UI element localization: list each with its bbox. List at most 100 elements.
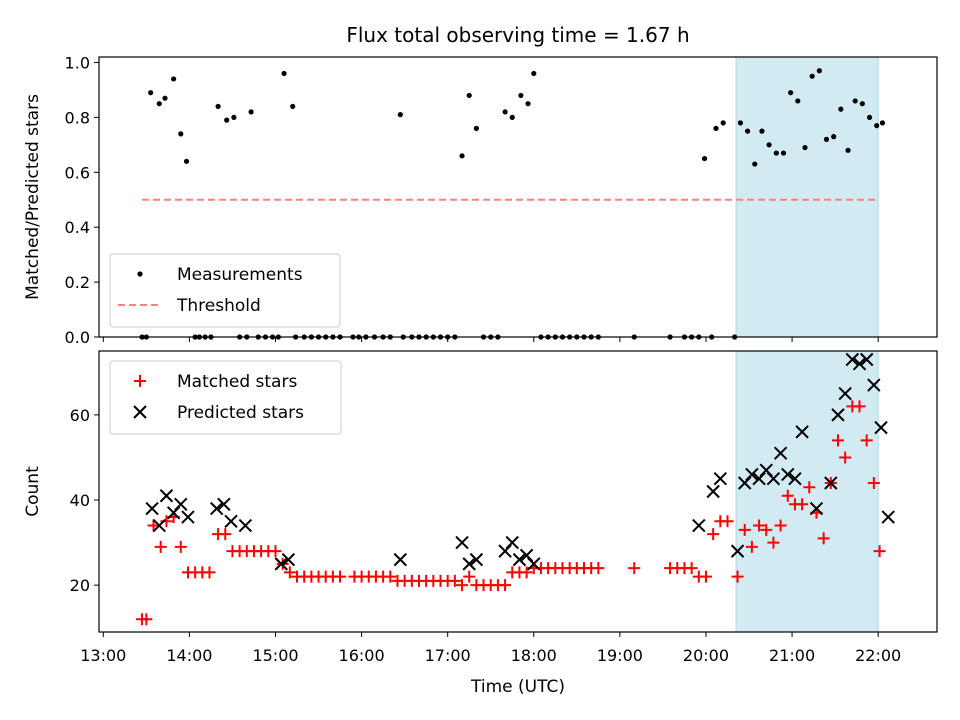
data-point xyxy=(838,106,844,112)
data-point xyxy=(753,519,766,532)
data-point xyxy=(152,518,166,533)
data-point xyxy=(817,532,830,545)
data-point xyxy=(692,518,706,533)
data-point xyxy=(859,352,874,367)
data-point xyxy=(217,497,231,511)
data-point xyxy=(706,484,720,499)
data-point xyxy=(816,68,822,74)
data-point xyxy=(274,557,288,571)
data-point xyxy=(509,114,515,120)
data-point xyxy=(824,476,838,490)
data-point xyxy=(720,120,726,126)
x-tick-label: 21:00 xyxy=(769,646,815,665)
data-point xyxy=(215,103,221,110)
data-point xyxy=(803,481,816,494)
data-point xyxy=(866,114,873,120)
axes-frame xyxy=(98,56,938,338)
data-point xyxy=(469,552,484,567)
data-point xyxy=(767,536,780,549)
x-tick-label: 17:00 xyxy=(425,646,471,665)
data-point xyxy=(752,161,758,167)
series-predicted-stars xyxy=(145,352,895,571)
data-point xyxy=(845,147,851,153)
y-axis-label: Count xyxy=(23,466,43,517)
data-point xyxy=(455,535,469,550)
legend-label: Threshold xyxy=(176,296,261,316)
data-point xyxy=(823,136,830,142)
data-point xyxy=(831,434,844,447)
legend: Matched stars Predicted stars xyxy=(109,360,342,435)
data-point xyxy=(147,519,160,532)
data-point xyxy=(466,92,472,99)
data-point xyxy=(219,528,232,541)
data-point xyxy=(518,92,524,99)
data-point xyxy=(283,566,296,579)
legend-box xyxy=(109,360,342,435)
chart-title: Flux total observing time = 1.67 h xyxy=(346,23,689,47)
data-point xyxy=(145,501,159,516)
data-point xyxy=(462,557,476,571)
data-point xyxy=(140,613,153,626)
data-point xyxy=(159,489,174,503)
data-point xyxy=(248,109,254,115)
data-point xyxy=(788,90,794,96)
legend-box xyxy=(109,253,341,328)
data-point xyxy=(867,378,881,392)
data-point xyxy=(393,552,408,567)
data-point xyxy=(809,73,815,79)
data-point xyxy=(759,128,765,134)
y-tick-label: 0.0 xyxy=(65,328,90,347)
data-point xyxy=(456,579,469,592)
data-point xyxy=(773,446,788,460)
data-point xyxy=(831,134,837,140)
data-point xyxy=(773,150,779,156)
data-point xyxy=(874,420,888,435)
data-point xyxy=(238,518,253,533)
data-point xyxy=(721,515,734,528)
x-tick-label: 22:00 xyxy=(855,646,901,665)
data-point xyxy=(795,98,801,104)
legend-label: Predicted stars xyxy=(177,403,304,423)
legend-marker xyxy=(137,271,143,277)
series-matched-stars xyxy=(136,400,886,626)
data-point xyxy=(852,357,867,371)
data-point xyxy=(531,70,537,77)
series-measurements xyxy=(139,68,886,340)
data-point xyxy=(707,528,720,541)
data-point xyxy=(766,472,781,486)
data-point xyxy=(873,545,886,558)
data-point xyxy=(269,545,282,558)
data-point xyxy=(505,535,519,550)
data-point xyxy=(148,90,154,96)
data-point xyxy=(781,467,795,482)
x-tick-label: 15:00 xyxy=(252,646,298,665)
data-point xyxy=(459,153,465,159)
data-point xyxy=(780,150,787,156)
y-tick-label: 0.6 xyxy=(65,163,90,182)
data-point xyxy=(290,103,296,110)
y-tick-label: 40 xyxy=(70,491,90,510)
panel-bottom: 20 40 60 13:00 14:00 15:00 16:00 17:00 18:00 19:0… xyxy=(23,350,938,665)
data-point xyxy=(809,501,824,516)
data-point xyxy=(224,117,230,123)
axes-frame xyxy=(98,350,938,633)
data-point xyxy=(744,128,751,134)
data-point xyxy=(334,570,347,583)
data-point xyxy=(852,98,858,104)
data-point xyxy=(174,540,187,553)
legend: Measurements Threshold xyxy=(109,253,341,328)
data-point xyxy=(745,540,758,553)
data-point xyxy=(178,131,184,137)
data-point xyxy=(831,408,845,422)
data-point xyxy=(162,95,168,101)
legend-label: Measurements xyxy=(177,265,303,285)
y-tick-label: 0.8 xyxy=(65,108,90,127)
data-point xyxy=(463,570,476,583)
data-point xyxy=(745,467,759,482)
y-tick-label: 60 xyxy=(70,406,90,425)
y-tick-label: 1.0 xyxy=(65,53,90,72)
legend-label: Matched stars xyxy=(177,372,297,392)
data-point xyxy=(781,489,794,502)
data-point xyxy=(839,451,852,464)
